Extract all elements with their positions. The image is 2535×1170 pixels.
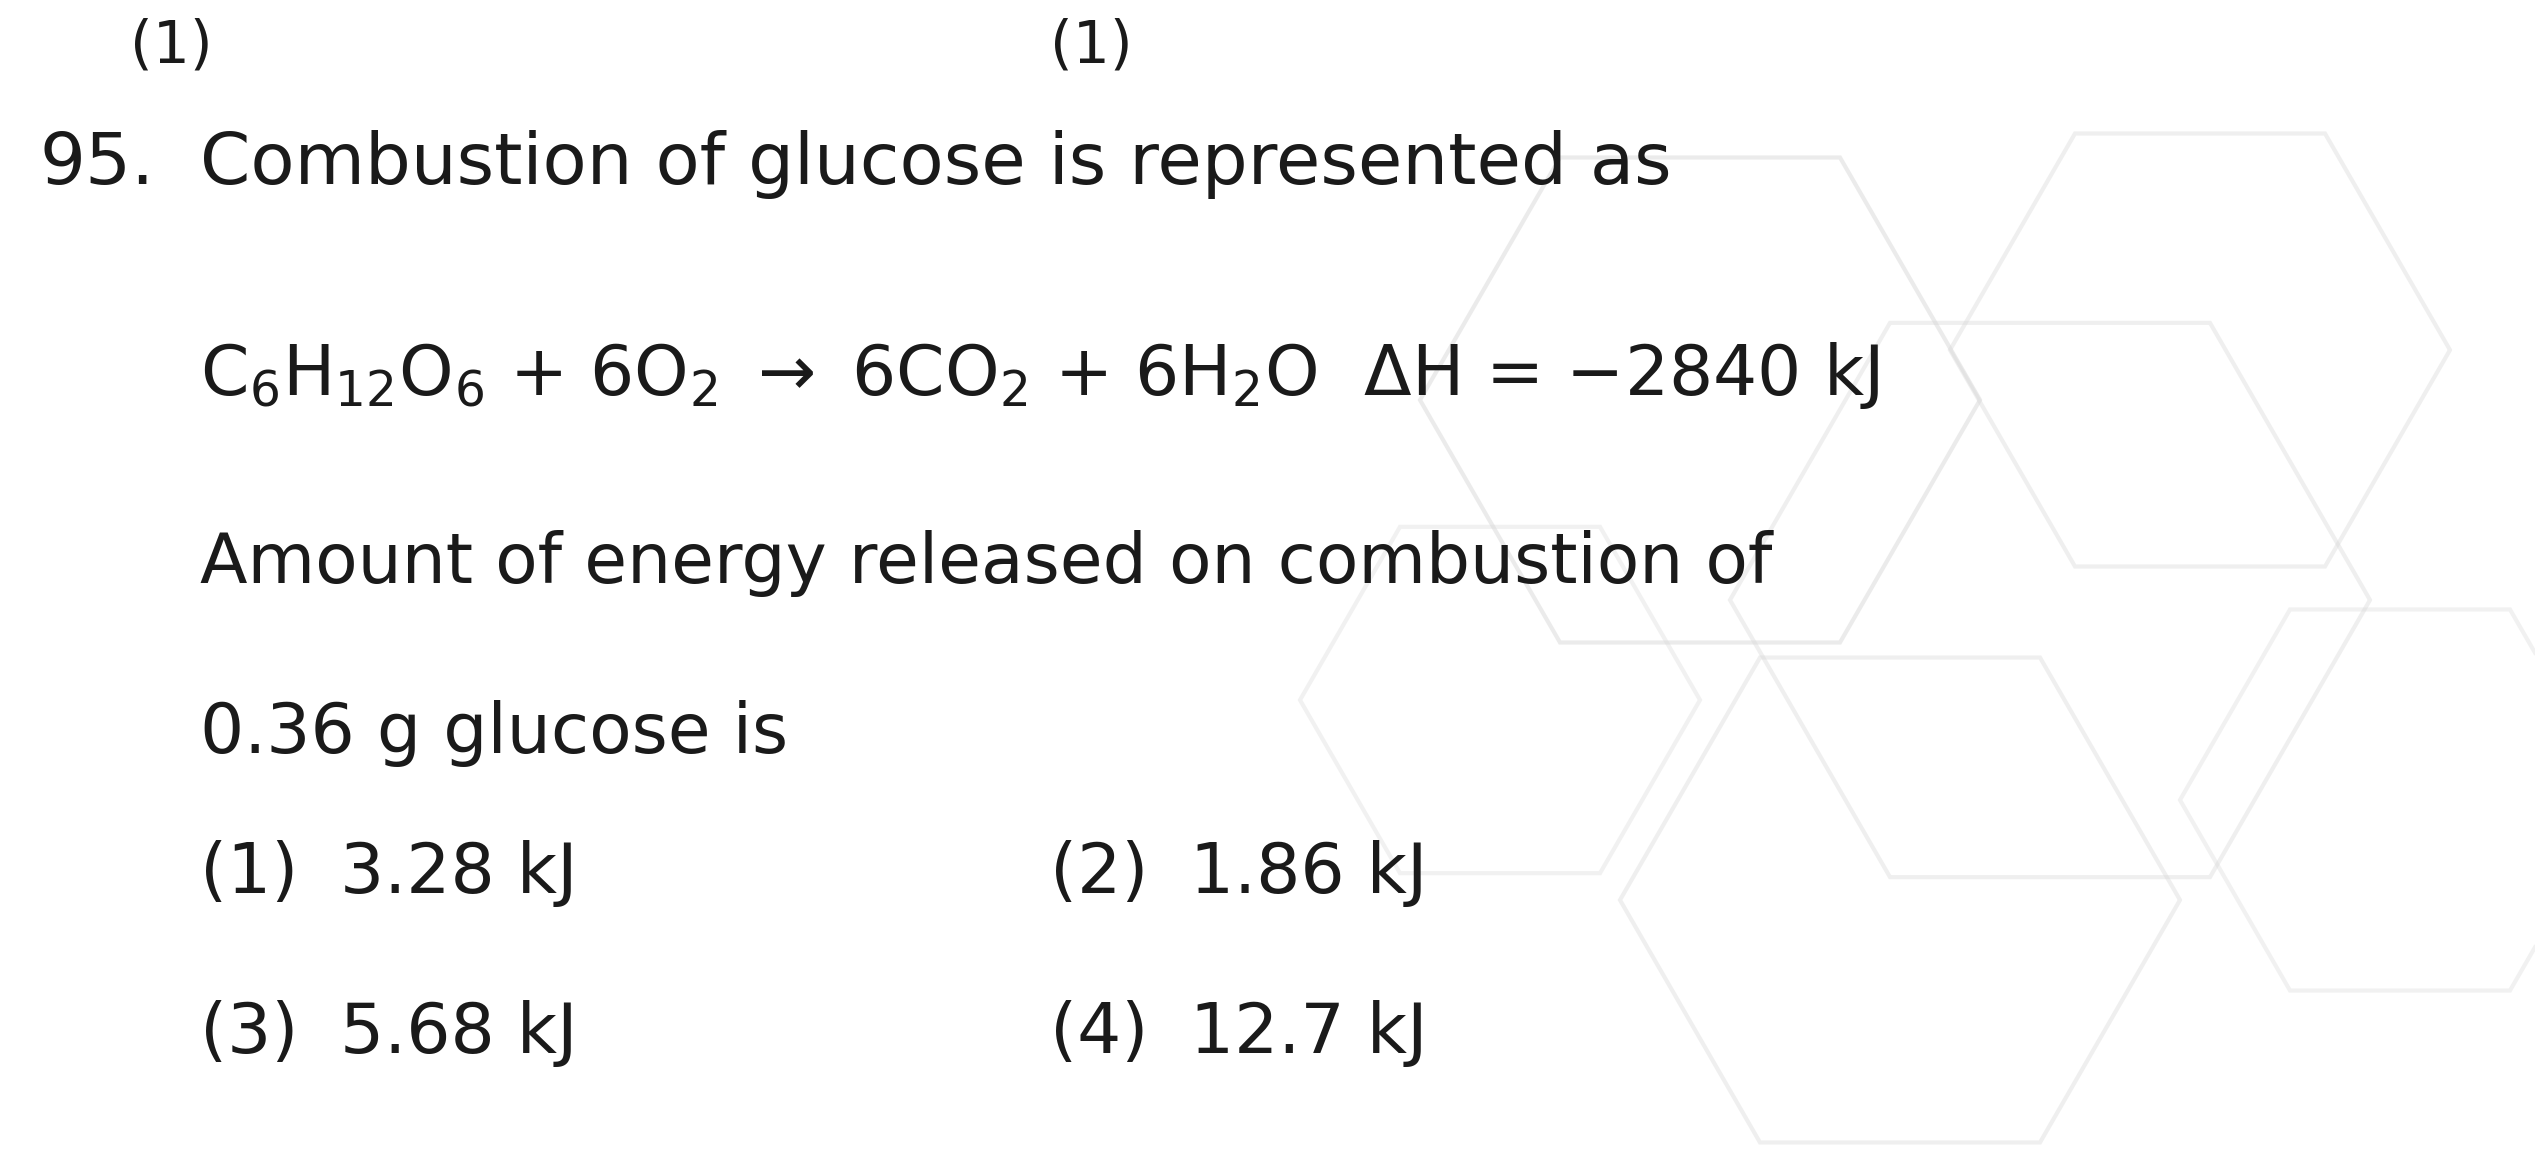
Text: (1): (1) (129, 18, 213, 75)
Text: 3.28 kJ: 3.28 kJ (340, 840, 578, 907)
Text: Amount of energy released on combustion of: Amount of energy released on combustion … (200, 530, 1772, 597)
Text: (1): (1) (200, 840, 299, 907)
Text: (2): (2) (1049, 840, 1148, 907)
Text: 12.7 kJ: 12.7 kJ (1189, 1000, 1427, 1067)
Text: (4): (4) (1049, 1000, 1148, 1067)
Text: (1): (1) (1049, 18, 1133, 75)
Text: (3): (3) (200, 1000, 299, 1067)
Text: 0.36 g glucose is: 0.36 g glucose is (200, 700, 788, 768)
Text: 95.: 95. (41, 130, 155, 199)
Text: 1.86 kJ: 1.86 kJ (1189, 840, 1427, 907)
Text: C$_6$H$_{12}$O$_6$ + 6O$_2$ $\rightarrow$ 6CO$_2$ + 6H$_2$O  $\Delta$H = −2840 k: C$_6$H$_{12}$O$_6$ + 6O$_2$ $\rightarrow… (200, 340, 1878, 411)
Text: Combustion of glucose is represented as: Combustion of glucose is represented as (200, 130, 1671, 199)
Text: 5.68 kJ: 5.68 kJ (340, 1000, 578, 1067)
